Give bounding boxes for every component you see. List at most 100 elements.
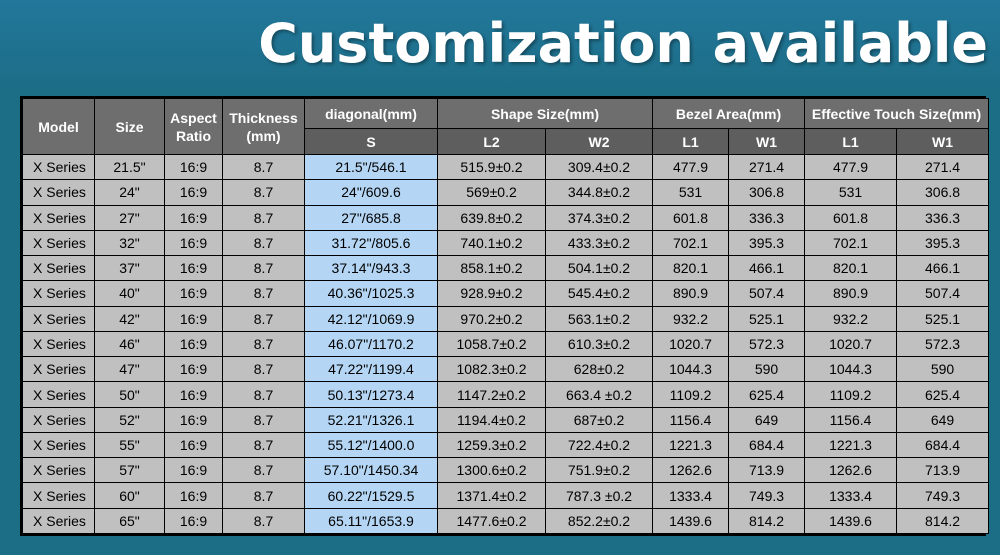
cell-touch-l1: 1221.3 (804, 431, 898, 459)
cell-shape-l2: 928.9±0.2 (437, 280, 546, 307)
cell-bezel-w1: 395.3 (728, 229, 806, 257)
cell-model: X Series (22, 356, 95, 383)
cell-model: X Series (22, 431, 95, 459)
table-row: X Series 32" 16:9 8.7 31.72"/805.6 740.1±0.2 4… (22, 229, 990, 257)
cell-size: 46" (94, 330, 165, 358)
cell-diagonal-s: 24"/609.6 (304, 179, 438, 206)
cell-shape-w2: 374.3±0.2 (544, 204, 654, 231)
cell-bezel-w1: 814.2 (728, 507, 806, 535)
table-row: X Series 57" 16:9 8.7 57.10"/1450.34 1300.6±0… (22, 457, 990, 484)
cell-aspect-ratio: 16:9 (164, 153, 223, 181)
cell-model: X Series (22, 280, 95, 307)
cell-size: 32" (94, 229, 165, 257)
cell-shape-w2: 852.2±0.2 (544, 507, 654, 535)
cell-shape-l2: 1147.2±0.2 (437, 381, 546, 408)
table-row: X Series 46" 16:9 8.7 46.07"/1170.2 1058.7±0.… (22, 330, 990, 358)
cell-model: X Series (22, 204, 95, 231)
cell-model: X Series (22, 406, 95, 433)
cell-diagonal-s: 42.12"/1069.9 (304, 305, 438, 332)
cell-model: X Series (22, 482, 95, 509)
subheader-w2: W2 (544, 128, 654, 155)
cell-touch-l1: 1333.4 (804, 482, 898, 509)
header-model: Model (22, 98, 95, 155)
cell-diagonal-s: 57.10"/1450.34 (304, 457, 438, 484)
table-body: X Series 21.5" 16:9 8.7 21.5"/546.1 515.9±0.2… (22, 153, 990, 535)
cell-bezel-l1: 1333.4 (652, 482, 730, 509)
cell-aspect-ratio: 16:9 (164, 457, 223, 484)
cell-diagonal-s: 21.5"/546.1 (304, 153, 438, 181)
cell-touch-l1: 1262.6 (804, 457, 898, 484)
cell-thickness: 8.7 (222, 179, 305, 206)
cell-aspect-ratio: 16:9 (164, 507, 223, 535)
banner: Customization available (0, 0, 1000, 92)
header-effective-touch-size: Effective Touch Size(mm) (804, 98, 990, 129)
subheader-s: S (304, 128, 438, 155)
header-aspect-ratio: Aspect Ratio (164, 98, 223, 155)
cell-diagonal-s: 60.22"/1529.5 (304, 482, 438, 509)
cell-touch-w1: 625.4 (896, 381, 990, 408)
cell-bezel-l1: 932.2 (652, 305, 730, 332)
cell-shape-l2: 858.1±0.2 (437, 255, 546, 282)
cell-touch-w1: 649 (896, 406, 990, 433)
cell-shape-l2: 740.1±0.2 (437, 229, 546, 257)
cell-diagonal-s: 37.14"/943.3 (304, 255, 438, 282)
cell-model: X Series (22, 179, 95, 206)
table-row: X Series 24" 16:9 8.7 24"/609.6 569±0.2 344.8±… (22, 179, 990, 206)
cell-bezel-l1: 531 (652, 179, 730, 206)
cell-diagonal-s: 50.13"/1273.4 (304, 381, 438, 408)
table-row: X Series 52" 16:9 8.7 52.21"/1326.1 1194.4±0.… (22, 406, 990, 433)
table-row: X Series 47" 16:9 8.7 47.22"/1199.4 1082.3±0.… (22, 356, 990, 383)
header-thickness: Thickness (mm) (222, 98, 305, 155)
cell-touch-l1: 1439.6 (804, 507, 898, 535)
header-size: Size (94, 98, 165, 155)
cell-shape-w2: 751.9±0.2 (544, 457, 654, 484)
cell-size: 47" (94, 356, 165, 383)
cell-bezel-w1: 713.9 (728, 457, 806, 484)
spec-table-container: Model Size Aspect Ratio Thickness (mm) d… (20, 96, 990, 536)
cell-touch-l1: 477.9 (804, 153, 898, 181)
cell-thickness: 8.7 (222, 356, 305, 383)
cell-aspect-ratio: 16:9 (164, 255, 223, 282)
cell-shape-w2: 309.4±0.2 (544, 153, 654, 181)
table-row: X Series 40" 16:9 8.7 40.36"/1025.3 928.9±0.2… (22, 280, 990, 307)
cell-aspect-ratio: 16:9 (164, 280, 223, 307)
cell-size: 37" (94, 255, 165, 282)
cell-touch-w1: 395.3 (896, 229, 990, 257)
cell-bezel-l1: 1156.4 (652, 406, 730, 433)
cell-thickness: 8.7 (222, 153, 305, 181)
cell-shape-w2: 628±0.2 (544, 356, 654, 383)
cell-diagonal-s: 65.11"/1653.9 (304, 507, 438, 535)
cell-touch-w1: 814.2 (896, 507, 990, 535)
header-diagonal: diagonal(mm) (304, 98, 438, 129)
cell-touch-l1: 932.2 (804, 305, 898, 332)
cell-aspect-ratio: 16:9 (164, 204, 223, 231)
cell-thickness: 8.7 (222, 330, 305, 358)
cell-shape-l2: 639.8±0.2 (437, 204, 546, 231)
cell-model: X Series (22, 255, 95, 282)
cell-touch-l1: 1020.7 (804, 330, 898, 358)
cell-touch-l1: 531 (804, 179, 898, 206)
cell-shape-l2: 1082.3±0.2 (437, 356, 546, 383)
cell-shape-l2: 515.9±0.2 (437, 153, 546, 181)
cell-shape-w2: 787.3 ±0.2 (544, 482, 654, 509)
cell-shape-w2: 433.3±0.2 (544, 229, 654, 257)
cell-shape-w2: 687±0.2 (544, 406, 654, 433)
cell-touch-w1: 466.1 (896, 255, 990, 282)
cell-diagonal-s: 31.72"/805.6 (304, 229, 438, 257)
subheader-bezel-l1: L1 (652, 128, 730, 155)
cell-aspect-ratio: 16:9 (164, 381, 223, 408)
cell-aspect-ratio: 16:9 (164, 330, 223, 358)
cell-size: 57" (94, 457, 165, 484)
cell-thickness: 8.7 (222, 255, 305, 282)
cell-bezel-w1: 336.3 (728, 204, 806, 231)
cell-thickness: 8.7 (222, 457, 305, 484)
cell-shape-w2: 610.3±0.2 (544, 330, 654, 358)
cell-shape-w2: 722.4±0.2 (544, 431, 654, 459)
header-bezel-area: Bezel Area(mm) (652, 98, 806, 129)
cell-bezel-w1: 525.1 (728, 305, 806, 332)
cell-model: X Series (22, 305, 95, 332)
cell-bezel-w1: 507.4 (728, 280, 806, 307)
cell-shape-w2: 663.4 ±0.2 (544, 381, 654, 408)
cell-touch-l1: 702.1 (804, 229, 898, 257)
subheader-l2: L2 (437, 128, 546, 155)
